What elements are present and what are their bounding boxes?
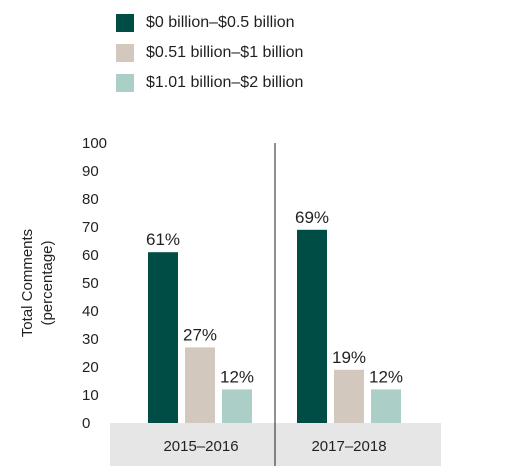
y-axis-label-line-2: (percentage) — [39, 240, 56, 325]
y-tick-label: 50 — [82, 275, 99, 292]
data-label: 19% — [332, 348, 366, 367]
y-tick-label: 90 — [82, 163, 99, 180]
bar-1-2 — [297, 229, 327, 423]
y-tick-label: 20 — [82, 359, 99, 376]
bar-3-1 — [222, 389, 252, 423]
legend-label-series-2: $0.51 billion–$1 billion — [146, 44, 304, 61]
data-label: 61% — [146, 230, 180, 249]
legend-label-series-3: $1.01 billion–$2 billion — [146, 74, 304, 91]
y-axis-label-line-1: Total Comments — [19, 229, 36, 337]
category-label: 2017–2018 — [311, 438, 386, 455]
legend-swatch-series-2 — [116, 44, 134, 62]
category-label: 2015–2016 — [163, 438, 238, 455]
y-tick-label: 70 — [82, 219, 99, 236]
y-tick-label: 100 — [82, 135, 107, 152]
legend-item: $1.01 billion–$2 billion — [116, 68, 303, 98]
legend-label-series-1: $0 billion–$0.5 billion — [146, 14, 295, 31]
bar-1-1 — [148, 252, 178, 423]
data-label: 27% — [183, 325, 217, 344]
data-label: 69% — [295, 208, 329, 227]
bar-3-2 — [371, 389, 401, 423]
legend-swatch-series-3 — [116, 74, 134, 92]
y-tick-label: 60 — [82, 247, 99, 264]
data-label: 12% — [220, 367, 254, 386]
bar-2-1 — [185, 347, 215, 423]
data-label: 12% — [369, 367, 403, 386]
y-tick-label: 80 — [82, 191, 99, 208]
legend-swatch-series-1 — [116, 14, 134, 32]
legend-item: $0.51 billion–$1 billion — [116, 38, 303, 68]
legend: $0 billion–$0.5 billion $0.51 billion–$1… — [116, 8, 303, 98]
legend-item: $0 billion–$0.5 billion — [116, 8, 303, 38]
bar-2-2 — [334, 369, 364, 423]
y-tick-label: 30 — [82, 331, 99, 348]
y-tick-label: 0 — [82, 415, 90, 432]
y-tick-label: 10 — [82, 387, 99, 404]
y-tick-label: 40 — [82, 303, 99, 320]
